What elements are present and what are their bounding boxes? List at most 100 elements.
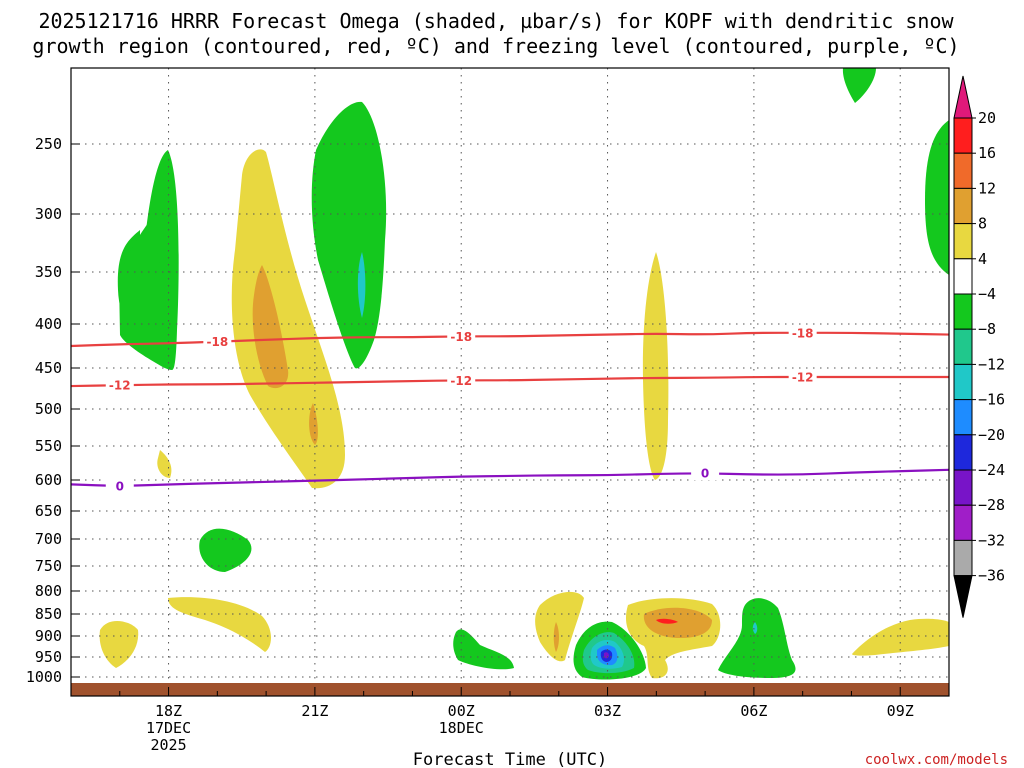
contour-label-bg [691, 466, 720, 481]
colorbar-label: −28 [978, 496, 1005, 514]
colorbar-swatch [953, 469, 973, 506]
contour-label: -12 [109, 379, 131, 393]
colorbar-label: −12 [978, 355, 1005, 373]
y-tick-label: 1000 [26, 668, 62, 686]
contour-label: -18 [792, 326, 814, 340]
omega-region-pos-low-19z [168, 597, 271, 652]
y-tick-label: 950 [35, 648, 62, 666]
ground-surface [71, 683, 949, 696]
contour--18 [71, 331, 949, 348]
y-tick-label: 350 [35, 263, 62, 281]
omega-region-neg-low-00z [453, 629, 514, 670]
y-tick-label: 250 [35, 135, 62, 153]
colorbar-swatch [953, 363, 973, 401]
y-tick-label: 650 [35, 502, 62, 520]
x-tick-label: 17DEC [146, 719, 191, 737]
y-tick-label: 750 [35, 557, 62, 575]
x-tick-label: 18DEC [439, 719, 484, 737]
colorbar-label: −20 [978, 426, 1005, 444]
colorbar-swatch [953, 434, 973, 471]
colorbar-swatch [953, 187, 973, 225]
omega-shading [99, 68, 949, 680]
contour-label-bg [447, 373, 476, 388]
y-tick-label: 800 [35, 582, 62, 600]
y-tick-label: 500 [35, 400, 62, 418]
x-tick-label: 18Z [155, 702, 182, 720]
colorbar-label: 4 [978, 250, 987, 268]
contour-0 [71, 468, 949, 487]
colorbar-swatch [953, 258, 973, 295]
x-tick-label: 00Z [448, 702, 475, 720]
colorbar-swatch [953, 223, 973, 260]
y-tick-label: 700 [35, 530, 62, 548]
x-tick-label: 2025 [150, 736, 186, 754]
omega-region-pos-tilted-20z [231, 149, 345, 489]
y-tick-label: 600 [35, 471, 62, 489]
omega-region-pos-low-09z [852, 618, 949, 656]
omega-region-neg-upper-17z-b [119, 220, 170, 368]
y-axis: 250 300 350 400 450 500 550 600 650 700 750 800 850 9… [26, 135, 80, 686]
omega-region-pos-small-18z [157, 450, 172, 478]
colorbar-swatch [953, 328, 973, 365]
y-tick-label: 550 [35, 437, 62, 455]
colorbar-label: 20 [978, 109, 996, 127]
y-tick-label: 300 [35, 205, 62, 223]
contour-label-bg [105, 378, 134, 393]
colorbar-label: −24 [978, 461, 1005, 479]
y-tick-label: 400 [35, 315, 62, 333]
x-tick-label: 09Z [887, 702, 914, 720]
omega-region-pos-column-04z [642, 252, 669, 480]
x-tick-label: 21Z [301, 702, 328, 720]
colorbar-label: 16 [978, 144, 996, 162]
colorbar-label: −36 [978, 567, 1005, 585]
contour-label-bg [203, 334, 232, 349]
colorbar-label: −8 [978, 320, 996, 338]
omega-region-pos-low-02z [535, 591, 584, 662]
omega-region-neg-19z-720 [199, 528, 252, 572]
colorbar-swatch [953, 504, 973, 541]
colorbar-label: −32 [978, 531, 1005, 549]
colorbar-label: −16 [978, 391, 1005, 409]
x-tick-label: 06Z [740, 702, 767, 720]
colorbar-swatch [953, 293, 973, 330]
credit-text: coolwx.com/models [865, 752, 1008, 768]
contour-label-bg [447, 329, 476, 344]
chart-title-line2: growth region (contoured, red, ºC) and f… [32, 34, 959, 58]
contour-label: -18 [206, 335, 228, 349]
colorbar-top-arrow [953, 75, 973, 119]
colorbar-swatch [953, 152, 973, 189]
colorbar-swatch [953, 539, 973, 577]
colorbar-swatch [953, 117, 973, 154]
contour-label: -12 [450, 374, 472, 388]
omega-region-orange-low-02z [553, 622, 559, 652]
colorbar-bottom-arrow [953, 575, 973, 618]
contour-label-bg [788, 370, 817, 385]
omega-region-neg-low-06z [718, 598, 796, 678]
y-tick-label: 450 [35, 359, 62, 377]
colorbar-label: 8 [978, 215, 987, 233]
omega-region-neg-right-10z [925, 120, 949, 275]
colorbar-label: −4 [978, 285, 996, 303]
contour-label-bg [105, 479, 134, 494]
x-tick-label: 03Z [594, 702, 621, 720]
contour-label-bg [788, 325, 817, 340]
omega-region-pos-low-17z [99, 620, 139, 668]
colorbar: 20 16 12 8 4 −4 −8 −12 −16 −20 −24 −28 −32 −36 [953, 75, 1005, 618]
omega-region-neg-top-08z [842, 68, 876, 103]
omega-region-orange-core-20z [252, 265, 289, 389]
contour-label: 0 [701, 467, 709, 481]
contour-lines: -18 -18 -18 -12 -12 -12 0 0 [71, 325, 949, 494]
omega-region-orange-low-04z [643, 607, 712, 638]
contour-label: 0 [116, 480, 124, 494]
contour-label: -12 [792, 371, 814, 385]
omega-region-neg-upper-22z [311, 101, 387, 369]
contour--12 [71, 375, 949, 388]
chart-title-line1: 2025121716 HRRR Forecast Omega (shaded, … [38, 9, 954, 33]
colorbar-swatch [953, 399, 973, 436]
y-tick-label: 900 [35, 627, 62, 645]
omega-region-cyan-core-22z [357, 252, 366, 318]
x-axis-label: Forecast Time (UTC) [413, 750, 607, 768]
omega-region-cyan-low-06z [752, 622, 758, 634]
